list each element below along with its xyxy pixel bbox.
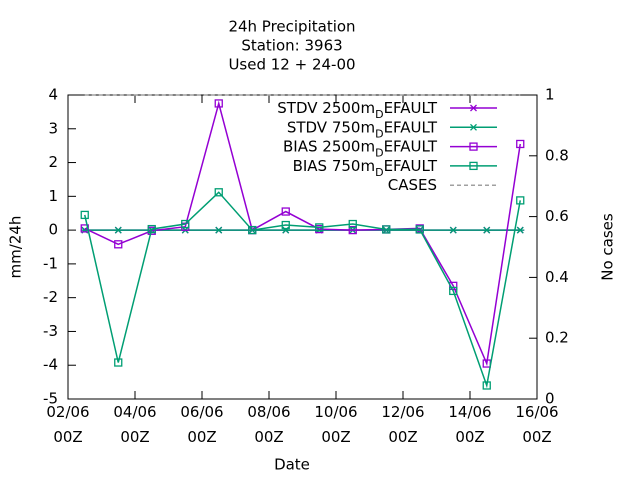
marker: [348, 219, 357, 229]
y-tick-label: 4: [48, 86, 58, 104]
marker: [516, 226, 525, 234]
series-line: [84, 100, 521, 367]
x-tick-label: 06/06 00Z: [180, 403, 223, 446]
y-tick-label: 3: [48, 119, 58, 137]
legend-marker: [469, 161, 478, 171]
x-tick-label: 04/06 00Z: [113, 403, 156, 446]
marker: [482, 226, 491, 234]
marker: [449, 226, 458, 234]
y-tick-label: -5: [43, 390, 58, 408]
marker: [214, 99, 223, 108]
y-tick-label: -1: [43, 254, 58, 272]
chart-subtitle: Station: 3963: [241, 37, 342, 55]
marker: [214, 188, 223, 197]
marker: [114, 358, 123, 367]
y-tick-label: -2: [43, 288, 58, 306]
y2-tick-label: 0.8: [545, 146, 569, 164]
marker: [214, 226, 223, 234]
legend-marker: [469, 142, 478, 151]
marker: [348, 225, 357, 235]
marker: [248, 225, 257, 235]
marker: [114, 226, 123, 234]
x-tick-label: 10/06 00Z: [314, 403, 357, 446]
x-axis-label: Date: [274, 456, 310, 474]
marker: [281, 220, 290, 230]
x-tick-label: 14/06 00Z: [448, 403, 491, 446]
x-tick-label: 16/06 00Z: [515, 403, 558, 446]
y-tick-label: 1: [48, 187, 58, 205]
y-tick-label: -4: [43, 356, 58, 374]
marker: [147, 224, 156, 234]
x-tick-label: 02/06 00Z: [46, 403, 89, 446]
marker: [449, 286, 458, 296]
legend-marker: [469, 123, 478, 131]
y2-tick-label: 0.6: [545, 207, 569, 225]
x-tick-label: 12/06 00Z: [381, 403, 424, 446]
marker: [516, 139, 525, 149]
y2-tick-label: 0: [545, 390, 555, 408]
y2-tick-label: 0.4: [545, 268, 569, 286]
marker: [281, 207, 290, 216]
marker: [516, 196, 525, 205]
legend-label: STDV 750mDEFAULT: [287, 118, 438, 140]
marker: [80, 210, 89, 220]
marker: [382, 225, 391, 234]
y2-tick-label: 0.2: [545, 329, 569, 347]
y-tick-label: -3: [43, 322, 58, 340]
y-tick-label: 2: [48, 153, 58, 171]
marker: [415, 225, 424, 234]
chart-subtitle: Used 12 + 24-00: [228, 56, 355, 74]
chart-title: 24h Precipitation: [228, 18, 355, 36]
marker: [482, 381, 491, 390]
y-tick-label: 0: [48, 221, 58, 239]
series-line: [84, 191, 521, 389]
marker: [181, 219, 190, 229]
legend-label: BIAS 2500mDEFAULT: [283, 137, 438, 159]
legend-label: STDV 2500mDEFAULT: [277, 99, 438, 121]
legend-label: BIAS 750mDEFAULT: [293, 156, 438, 178]
x-tick-label: 08/06 00Z: [247, 403, 290, 446]
y2-axis-label: No cases: [599, 213, 617, 281]
marker: [114, 240, 123, 249]
marker: [315, 223, 324, 232]
legend-label: CASES: [388, 176, 437, 194]
y-axis-label: mm/24h: [7, 216, 25, 279]
y2-tick-label: 1: [545, 86, 555, 104]
legend-marker: [469, 104, 478, 112]
